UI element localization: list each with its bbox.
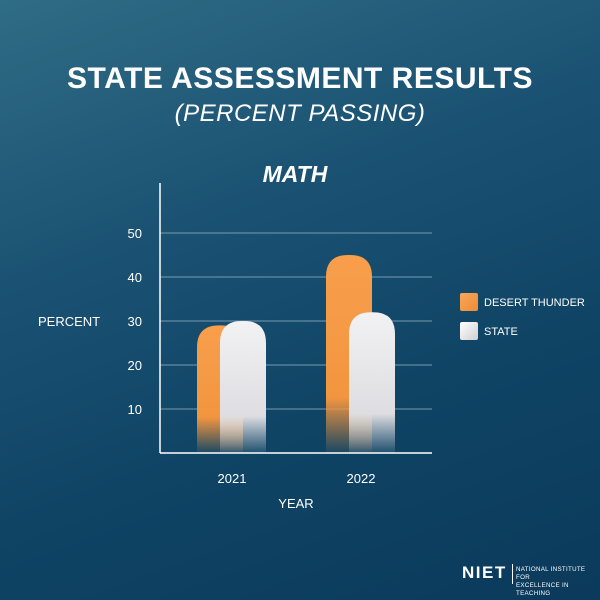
legend-label: STATE	[484, 326, 518, 338]
y-tick-label: 30	[128, 314, 142, 329]
y-tick-labels: 10 20 30 40 50	[128, 226, 142, 417]
footer-org-name: NATIONAL INSTITUTE FOR EXCELLENCE IN TEA…	[516, 566, 596, 598]
legend-swatch	[460, 293, 478, 311]
bar-state-2021	[220, 321, 266, 453]
y-tick-label: 10	[128, 402, 142, 417]
x-axis-label: YEAR	[278, 496, 313, 511]
legend-swatch	[460, 322, 478, 340]
y-axis-label: PERCENT	[38, 314, 100, 329]
bars	[197, 255, 395, 453]
y-tick-label: 20	[128, 358, 142, 373]
page-subtitle: (PERCENT PASSING)	[174, 100, 426, 127]
y-tick-label: 40	[128, 270, 142, 285]
y-tick-label: 50	[128, 226, 142, 241]
niet-logo: NIET	[462, 563, 507, 582]
footer-divider	[512, 564, 513, 584]
legend-label: DESERT THUNDER	[484, 297, 585, 309]
x-tick-label: 2022	[347, 471, 376, 486]
x-tick-labels: 2021 2022	[218, 471, 376, 486]
chart-title: MATH	[263, 161, 328, 187]
page-title: STATE ASSESSMENT RESULTS	[67, 62, 533, 95]
footer-org-line2: EXCELLENCE IN TEACHING	[516, 582, 569, 597]
bar-state-2022	[349, 312, 395, 453]
x-tick-label: 2021	[218, 471, 247, 486]
footer-org-line1: NATIONAL INSTITUTE FOR	[516, 566, 586, 581]
legend: DESERT THUNDER STATE	[460, 293, 585, 340]
